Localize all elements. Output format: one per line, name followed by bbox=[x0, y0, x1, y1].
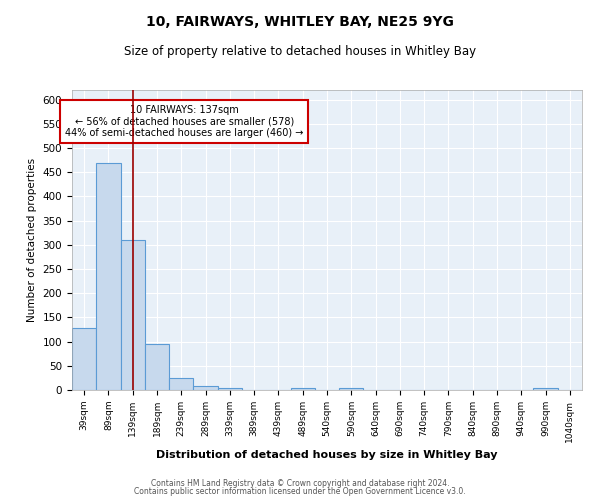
Text: 10, FAIRWAYS, WHITLEY BAY, NE25 9YG: 10, FAIRWAYS, WHITLEY BAY, NE25 9YG bbox=[146, 15, 454, 29]
Bar bbox=[218, 388, 242, 390]
Bar bbox=[121, 240, 145, 390]
Bar bbox=[339, 388, 364, 390]
Bar bbox=[169, 378, 193, 390]
Bar bbox=[72, 328, 96, 390]
Bar bbox=[533, 388, 558, 390]
X-axis label: Distribution of detached houses by size in Whitley Bay: Distribution of detached houses by size … bbox=[156, 450, 498, 460]
Text: Contains HM Land Registry data © Crown copyright and database right 2024.: Contains HM Land Registry data © Crown c… bbox=[151, 478, 449, 488]
Bar bbox=[193, 386, 218, 390]
Text: Contains public sector information licensed under the Open Government Licence v3: Contains public sector information licen… bbox=[134, 487, 466, 496]
Bar bbox=[145, 344, 169, 390]
Bar bbox=[290, 388, 315, 390]
Text: Size of property relative to detached houses in Whitley Bay: Size of property relative to detached ho… bbox=[124, 45, 476, 58]
Y-axis label: Number of detached properties: Number of detached properties bbox=[27, 158, 37, 322]
Bar bbox=[96, 162, 121, 390]
Text: 10 FAIRWAYS: 137sqm
← 56% of detached houses are smaller (578)
44% of semi-detac: 10 FAIRWAYS: 137sqm ← 56% of detached ho… bbox=[65, 105, 304, 138]
